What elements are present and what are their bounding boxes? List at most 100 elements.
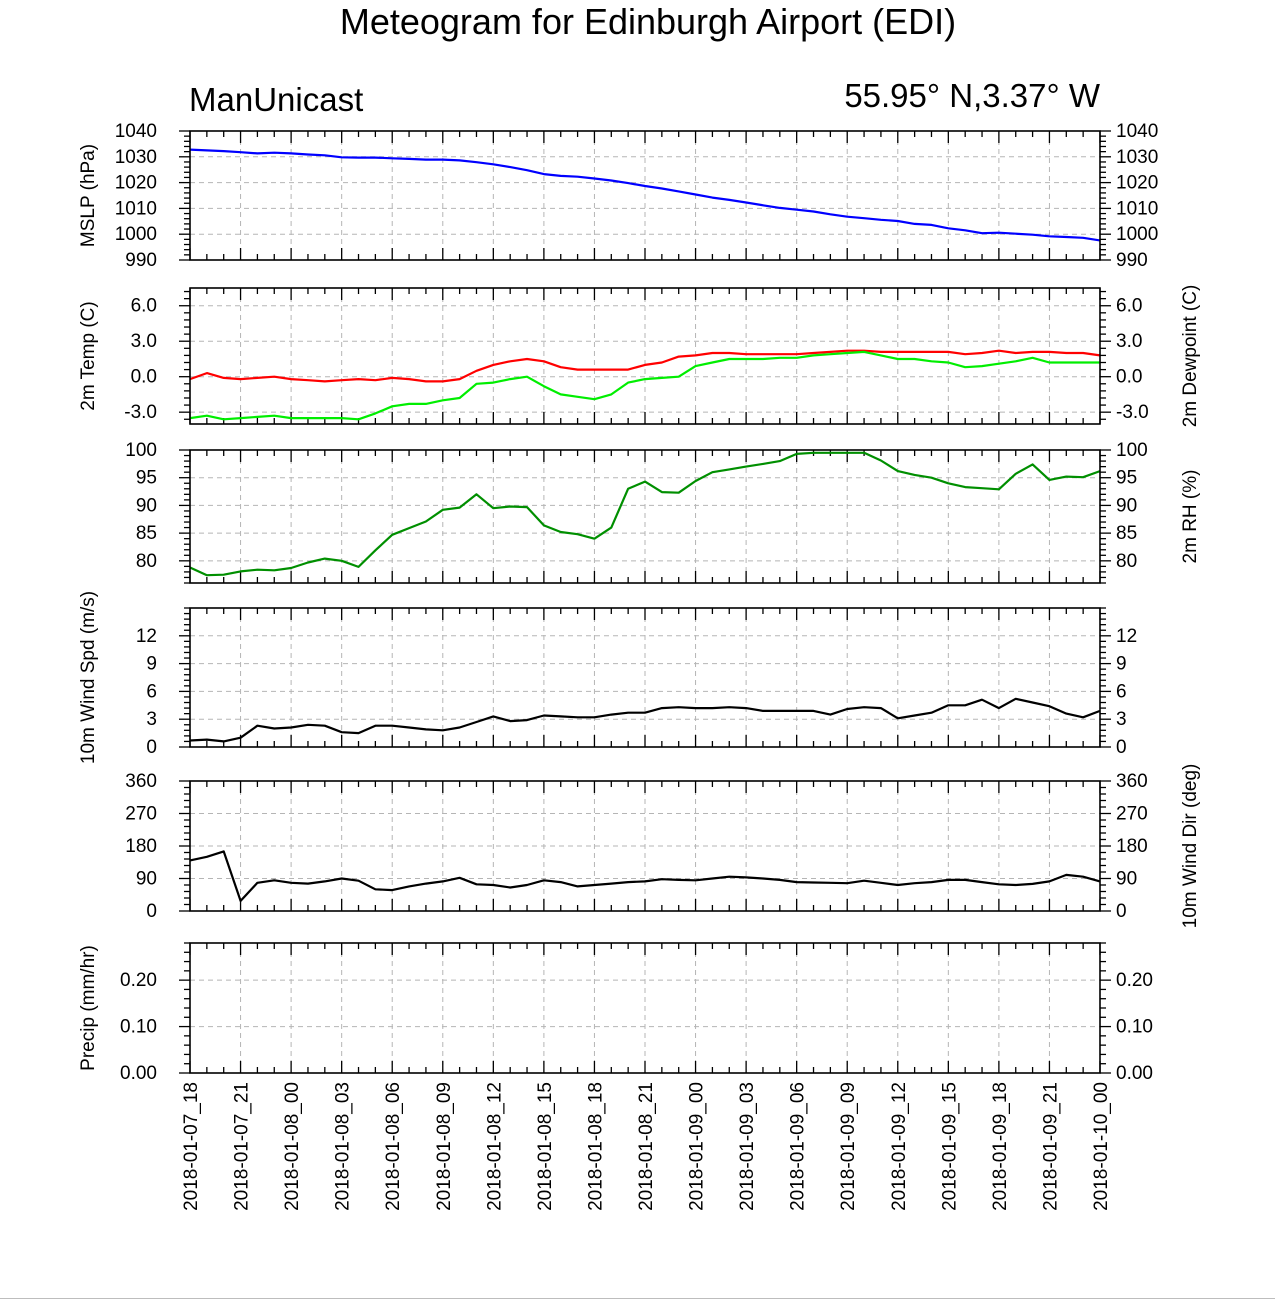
y-tick-label-left: 3 <box>146 709 157 730</box>
y-tick-label-left: 90 <box>136 869 157 890</box>
wspd-series-line-0 <box>189 697 1101 743</box>
y-tick-label-left: 85 <box>136 523 157 544</box>
y-tick-label-right: 3.0 <box>1116 331 1142 352</box>
mslp-panel: 990 990 1000 1000 1010 1010 1020 1020 1030 1030 10… <box>78 121 1158 271</box>
bottom-border <box>0 1298 1275 1299</box>
y-tick-label-left: -3.0 <box>124 402 157 423</box>
x-tick-label: 2018-01-07_21 <box>232 1082 253 1211</box>
y-tick-label-right: 0.20 <box>1116 970 1153 991</box>
x-tick-label: 2018-01-09_18 <box>990 1082 1011 1211</box>
model-label: ManUnicast <box>189 81 363 118</box>
x-tick-label: 2018-01-09_03 <box>737 1082 758 1211</box>
y-tick-label-left: 9 <box>146 654 157 675</box>
y-tick-label-right: 12 <box>1116 626 1137 647</box>
x-tick-label: 2018-01-10_00 <box>1091 1082 1112 1211</box>
y-tick-label-left: 0.20 <box>120 970 157 991</box>
y-tick-label-left: 990 <box>125 250 157 271</box>
wspd-ylabel: 10m Wind Spd (m/s) <box>78 591 99 764</box>
y-tick-label-right: 1030 <box>1116 147 1158 168</box>
wdir-series-line-0 <box>189 850 1101 903</box>
x-tick-label: 2018-01-09_00 <box>687 1082 708 1211</box>
y-tick-label-left: 1000 <box>115 224 157 245</box>
y-tick-label-right: 1000 <box>1116 224 1158 245</box>
rh-ylabel-right: 2m RH (%) <box>1180 470 1201 564</box>
y-tick-label-right: 270 <box>1116 804 1148 825</box>
y-tick-label-left: 270 <box>125 804 157 825</box>
mslp-ylabel: MSLP (hPa) <box>78 144 99 247</box>
wspd-panel: 0 0 3 3 6 6 9 9 12 12 10m Wind Spd (m/s) <box>78 591 1137 764</box>
y-tick-label-left: 80 <box>136 551 157 572</box>
y-tick-label-right: 0 <box>1116 901 1127 922</box>
rh-series-line-0 <box>189 451 1101 577</box>
y-tick-label-left: 100 <box>125 440 157 461</box>
rh-panel: 80 80 85 85 90 90 95 95 100 100 2m RH (%) <box>125 440 1201 584</box>
y-tick-label-right: 6.0 <box>1116 296 1142 317</box>
y-tick-label-left: 0.0 <box>131 367 157 388</box>
x-tick-label: 2018-01-08_00 <box>282 1082 303 1211</box>
y-tick-label-right: 990 <box>1116 250 1148 271</box>
temp-series-line-1 <box>189 350 1100 421</box>
y-tick-label-left: 180 <box>125 836 157 857</box>
y-tick-label-left: 0.00 <box>120 1063 157 1084</box>
y-tick-label-left: 0 <box>146 737 157 758</box>
x-tick-label: 2018-01-09_12 <box>889 1082 910 1211</box>
y-tick-label-right: 0.00 <box>1116 1063 1153 1084</box>
chart-title: Meteogram for Edinburgh Airport (EDI) <box>340 1 956 42</box>
mslp-frame <box>189 130 1101 261</box>
temp-ylabel-right: 2m Dewpoint (C) <box>1180 285 1201 428</box>
y-tick-label-right: 6 <box>1116 681 1127 702</box>
temp-frame <box>189 287 1101 425</box>
temp-ylabel: 2m Temp (C) <box>78 301 99 410</box>
mslp-series-line-0 <box>189 148 1101 242</box>
wdir-frame <box>189 780 1101 912</box>
x-tick-label: 2018-01-08_18 <box>585 1082 606 1211</box>
x-tick-label: 2018-01-08_12 <box>484 1082 505 1211</box>
y-tick-label-right: 95 <box>1116 468 1137 489</box>
y-tick-label-left: 95 <box>136 468 157 489</box>
y-tick-label-left: 1040 <box>115 121 157 142</box>
y-tick-label-right: 1020 <box>1116 173 1158 194</box>
y-tick-label-left: 0.10 <box>120 1017 157 1038</box>
y-tick-label-left: 0 <box>146 901 157 922</box>
y-tick-label-left: 1030 <box>115 147 157 168</box>
precip-frame <box>189 942 1101 1074</box>
temp-panel: -3.0 -3.0 0.0 0.0 3.0 3.0 6.0 6.0 2m Temp (C) 2m … <box>78 285 1201 428</box>
precip-panel: 0.00 0.00 0.10 0.10 0.20 0.20 Precip (mm/hr) <box>78 942 1153 1084</box>
y-tick-label-right: 0.10 <box>1116 1017 1153 1038</box>
y-tick-label-right: 90 <box>1116 495 1137 516</box>
y-tick-label-right: 3 <box>1116 709 1127 730</box>
x-tick-label: 2018-01-07_18 <box>181 1082 202 1211</box>
y-tick-label-right: -3.0 <box>1116 402 1149 423</box>
y-tick-label-left: 6 <box>146 681 157 702</box>
y-tick-label-right: 1040 <box>1116 121 1158 142</box>
x-tick-label: 2018-01-09_21 <box>1040 1082 1061 1211</box>
rh-frame <box>189 449 1101 584</box>
x-tick-label: 2018-01-09_15 <box>939 1082 960 1211</box>
wdir-panel: 0 0 90 90 180 180 270 270 360 360 10m Wind Dir (de… <box>125 764 1201 929</box>
y-tick-label-left: 12 <box>136 626 157 647</box>
wdir-ylabel-right: 10m Wind Dir (deg) <box>1180 764 1201 929</box>
x-tick-label: 2018-01-08_21 <box>636 1082 657 1211</box>
x-tick-label: 2018-01-08_15 <box>535 1082 556 1211</box>
y-tick-label-left: 3.0 <box>131 331 157 352</box>
y-tick-label-left: 90 <box>136 495 157 516</box>
x-tick-label: 2018-01-08_03 <box>333 1082 354 1211</box>
y-tick-label-right: 1010 <box>1116 198 1158 219</box>
y-tick-label-left: 1010 <box>115 198 157 219</box>
y-tick-label-right: 100 <box>1116 440 1148 461</box>
location-label: 55.95° N,3.37° W <box>844 77 1101 114</box>
y-tick-label-left: 1020 <box>115 173 157 194</box>
y-tick-label-right: 80 <box>1116 551 1137 572</box>
wspd-frame <box>189 607 1101 748</box>
y-tick-label-right: 90 <box>1116 869 1137 890</box>
x-axis-labels: 2018-01-07_18 2018-01-07_21 2018-01-08_00 2… <box>181 1082 1112 1211</box>
y-tick-label-right: 9 <box>1116 654 1127 675</box>
y-tick-label-right: 180 <box>1116 836 1148 857</box>
temp-series-line-0 <box>189 349 1101 383</box>
x-tick-label: 2018-01-08_06 <box>383 1082 404 1211</box>
precip-ylabel: Precip (mm/hr) <box>78 945 99 1071</box>
x-tick-label: 2018-01-09_09 <box>838 1082 859 1211</box>
y-tick-label-left: 360 <box>125 771 157 792</box>
y-tick-label-right: 0 <box>1116 737 1127 758</box>
